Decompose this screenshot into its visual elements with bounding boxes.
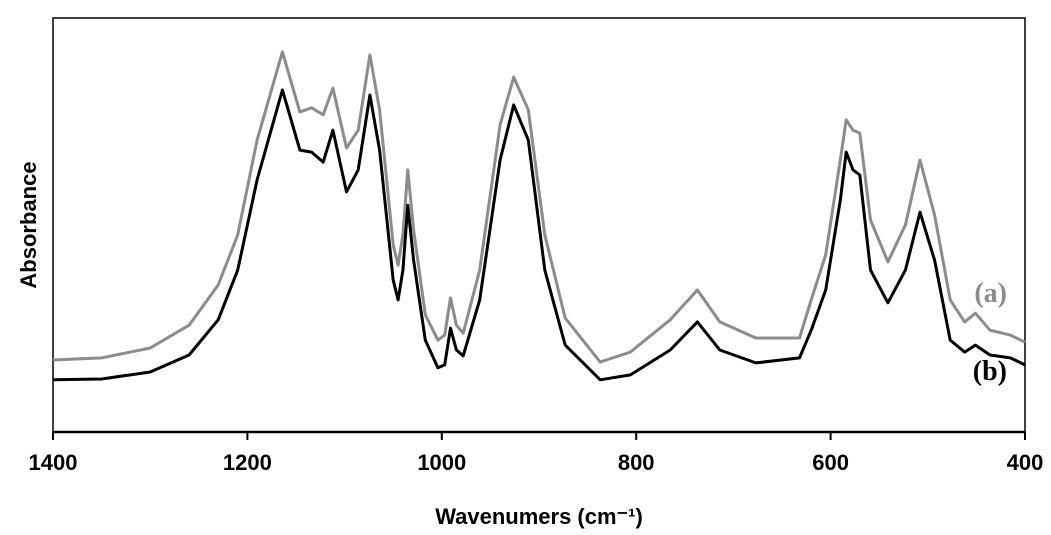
spectrum-line <box>52 88 1026 382</box>
series-label: (a) <box>974 278 1007 309</box>
x-tick-label: 1400 <box>29 450 78 475</box>
x-tick-label: 400 <box>1007 450 1044 475</box>
series-label: (b) <box>973 356 1007 387</box>
y-axis-title: Absorbance <box>16 161 41 288</box>
x-tick-label: 1000 <box>417 450 466 475</box>
spectrum-line <box>52 50 1026 364</box>
x-tick-label: 800 <box>618 450 655 475</box>
x-tick-label: 1200 <box>223 450 272 475</box>
x-tick-label: 600 <box>812 450 849 475</box>
x-axis-title: Wavenumers (cm⁻¹) <box>435 504 643 529</box>
